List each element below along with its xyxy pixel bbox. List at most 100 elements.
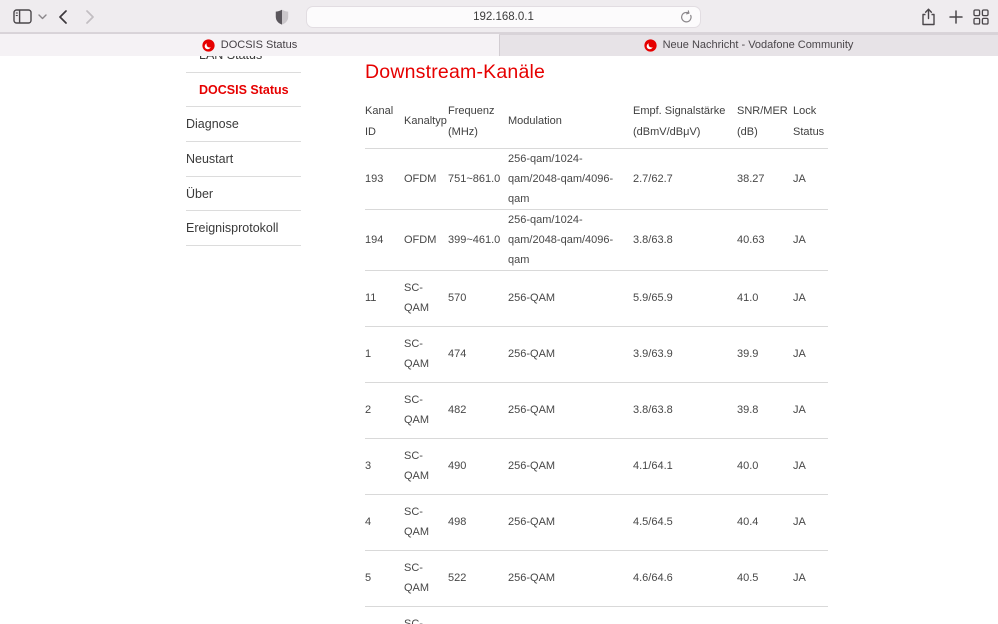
table-cell: 256-QAM [508, 550, 633, 606]
table-cell: 256-qam/1024-qam/2048-qam/4096-qam [508, 209, 633, 270]
table-cell: 256-QAM [508, 494, 633, 550]
url-bar[interactable] [306, 6, 701, 28]
sidebar-toggle-icon[interactable] [10, 0, 34, 33]
table-cell: 522 [448, 550, 508, 606]
table-cell: 3 [365, 438, 404, 494]
table-cell: JA [793, 148, 828, 209]
sidebar-item-label: LAN Status [199, 56, 262, 62]
table-cell: JA [793, 270, 828, 326]
table-cell: 194 [365, 209, 404, 270]
table-cell: 5.9/65.9 [633, 270, 737, 326]
tab-docsis-status[interactable]: DOCSIS Status [0, 34, 499, 56]
sidebar-item-diagnose[interactable]: Diagnose [186, 107, 301, 142]
page-title: Downstream-Kanäle [365, 61, 828, 84]
table-cell: 40.5 [737, 606, 793, 624]
new-tab-icon[interactable] [945, 0, 967, 33]
column-header-lock-status: LockStatus [793, 96, 828, 148]
url-input[interactable] [307, 7, 700, 27]
page-content: LAN Status DOCSIS Status Diagnose Neustart Ü… [0, 56, 998, 624]
sidebar-item-ereignisprotokoll[interactable]: Ereignisprotokoll [186, 211, 301, 246]
table-cell: SC-QAM [404, 270, 448, 326]
table-cell: SC-QAM [404, 382, 448, 438]
table-cell: JA [793, 606, 828, 624]
table-row-channel-6: 6SC-QAM530256-QAM4.7/64.740.5JA [365, 606, 828, 624]
chevron-down-icon[interactable] [35, 0, 49, 33]
table-cell: JA [793, 438, 828, 494]
table-cell: 39.9 [737, 326, 793, 382]
table-cell: JA [793, 494, 828, 550]
table-cell: 3.8/63.8 [633, 382, 737, 438]
table-body: 193OFDM751~861.0256-qam/1024-qam/2048-qa… [365, 148, 828, 624]
table-cell: 3.9/63.9 [633, 326, 737, 382]
column-header-kanal-id: KanalID [365, 96, 404, 148]
sidebar-nav: LAN Status DOCSIS Status Diagnose Neustart Ü… [186, 56, 301, 246]
table-cell: 4.5/64.5 [633, 494, 737, 550]
table-cell: JA [793, 209, 828, 270]
table-cell: 256-QAM [508, 438, 633, 494]
table-cell: SC-QAM [404, 326, 448, 382]
table-cell: JA [793, 382, 828, 438]
tab-overview-icon[interactable] [969, 0, 993, 33]
table-cell: 4.6/64.6 [633, 550, 737, 606]
table-row-channel-2: 2SC-QAM482256-QAM3.8/63.839.8JA [365, 382, 828, 438]
table-cell: 482 [448, 382, 508, 438]
back-icon[interactable] [52, 0, 72, 33]
table-cell: 498 [448, 494, 508, 550]
table-cell: 751~861.0 [448, 148, 508, 209]
table-cell: 256-QAM [508, 270, 633, 326]
privacy-shield-icon[interactable] [272, 0, 292, 33]
channels-table: KanalIDKanaltypFrequenz(MHz)ModulationEm… [365, 96, 828, 624]
table-cell: 399~461.0 [448, 209, 508, 270]
table-cell: JA [793, 326, 828, 382]
browser-toolbar [0, 0, 998, 33]
sidebar-item-label: Über [186, 187, 213, 201]
table-row-channel-1: 1SC-QAM474256-QAM3.9/63.939.9JA [365, 326, 828, 382]
share-icon[interactable] [916, 0, 940, 33]
table-cell: SC-QAM [404, 494, 448, 550]
table-cell: 256-qam/1024-qam/2048-qam/4096-qam [508, 148, 633, 209]
sidebar-item-label: Diagnose [186, 117, 239, 131]
tab-title: Neue Nachricht - Vodafone Community [663, 39, 854, 51]
table-cell: 4 [365, 494, 404, 550]
table-cell: 490 [448, 438, 508, 494]
sidebar-item-lan-status[interactable]: LAN Status [186, 56, 301, 73]
table-row-channel-194: 194OFDM399~461.0256-qam/1024-qam/2048-qa… [365, 209, 828, 270]
reload-icon[interactable] [679, 10, 694, 30]
table-cell: 530 [448, 606, 508, 624]
vodafone-favicon-icon [644, 39, 657, 52]
table-row-channel-11: 11SC-QAM570256-QAM5.9/65.941.0JA [365, 270, 828, 326]
table-cell: 570 [448, 270, 508, 326]
main-panel: Downstream-Kanäle KanalIDKanaltypFrequen… [365, 56, 828, 624]
table-cell: 40.0 [737, 438, 793, 494]
table-cell: 193 [365, 148, 404, 209]
table-cell: 39.8 [737, 382, 793, 438]
column-header-frequenz-mhz-: Frequenz(MHz) [448, 96, 508, 148]
forward-icon[interactable] [80, 0, 100, 33]
sidebar-item-neustart[interactable]: Neustart [186, 142, 301, 177]
table-cell: 40.5 [737, 550, 793, 606]
table-cell: 1 [365, 326, 404, 382]
tab-vodafone-community[interactable]: Neue Nachricht - Vodafone Community [499, 34, 998, 56]
sidebar-item--ber[interactable]: Über [186, 177, 301, 212]
table-row-channel-5: 5SC-QAM522256-QAM4.6/64.640.5JA [365, 550, 828, 606]
table-cell: 4.7/64.7 [633, 606, 737, 624]
safari-window: DOCSIS Status Neue Nachricht - Vodafone … [0, 0, 998, 624]
table-cell: 38.27 [737, 148, 793, 209]
table-cell: 2.7/62.7 [633, 148, 737, 209]
column-header-snr-mer-db-: SNR/MER(dB) [737, 96, 793, 148]
sidebar-item-label: DOCSIS Status [199, 83, 289, 97]
table-cell: OFDM [404, 148, 448, 209]
sidebar-item-docsis-status[interactable]: DOCSIS Status [186, 73, 301, 108]
table-cell: SC-QAM [404, 550, 448, 606]
sidebar-item-label: Ereignisprotokoll [186, 221, 278, 235]
table-cell: 4.1/64.1 [633, 438, 737, 494]
column-header-modulation: Modulation [508, 96, 633, 148]
table-cell: SC-QAM [404, 606, 448, 624]
table-header-row: KanalIDKanaltypFrequenz(MHz)ModulationEm… [365, 96, 828, 148]
table-cell: 6 [365, 606, 404, 624]
column-header-kanaltyp: Kanaltyp [404, 96, 448, 148]
table-cell: 5 [365, 550, 404, 606]
table-row-channel-3: 3SC-QAM490256-QAM4.1/64.140.0JA [365, 438, 828, 494]
table-cell: 256-QAM [508, 382, 633, 438]
tab-bar: DOCSIS Status Neue Nachricht - Vodafone … [0, 33, 998, 56]
